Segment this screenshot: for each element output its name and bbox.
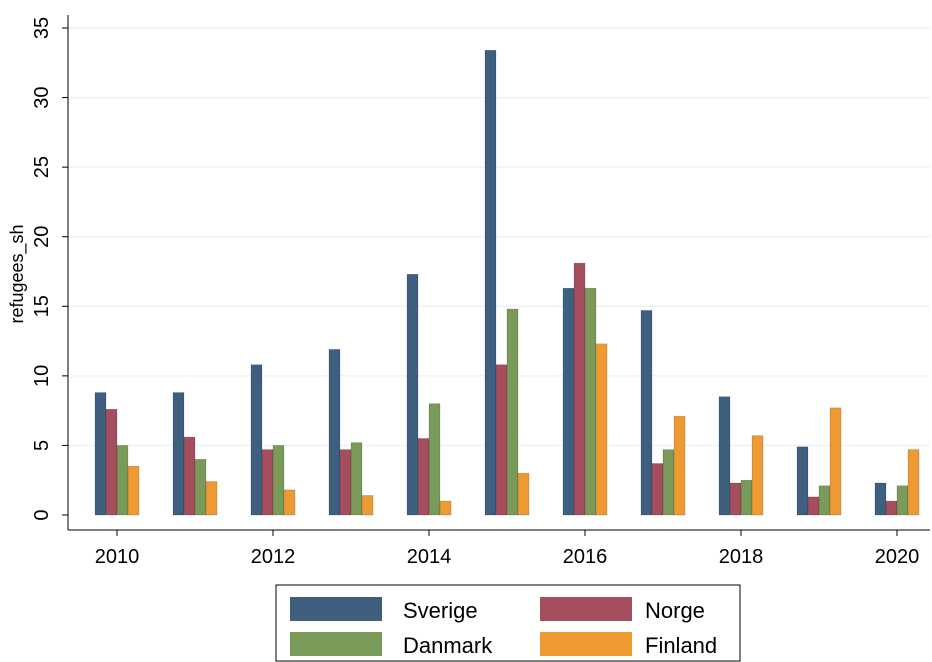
legend-swatch-sverige	[290, 597, 382, 621]
y-tick-label: 15	[31, 295, 53, 317]
bar-norge-2017	[651, 463, 664, 516]
bar-finland-2013	[361, 495, 374, 516]
bar-norge-2019	[807, 496, 820, 516]
bar-finland-2020	[907, 449, 920, 516]
legend-swatch-danmark	[290, 632, 382, 656]
axes	[67, 15, 930, 531]
legend-swatch-norge	[540, 597, 632, 621]
x-tick-label: 2018	[719, 546, 764, 568]
x-ticks: 2010 2012 2014 2016 2018 2020	[95, 530, 920, 568]
y-tick-label: 10	[31, 365, 53, 387]
x-tick-label: 2020	[875, 546, 920, 568]
bar-norge-2014	[417, 438, 430, 516]
legend-label-danmark: Danmark	[403, 633, 493, 658]
bar-sverige-2012	[250, 364, 263, 516]
bar-danmark-2013	[350, 442, 363, 516]
bar-finland-2018	[751, 435, 764, 516]
x-tick-label: 2010	[95, 546, 140, 568]
bar-danmark-2017	[662, 449, 675, 516]
bar-finland-2010	[127, 465, 140, 516]
x-tick-label: 2012	[251, 546, 296, 568]
bar-sverige-2010	[94, 392, 107, 516]
bar-finland-2014	[439, 500, 452, 516]
y-tick-label: 0	[31, 509, 53, 520]
bar-finland-2017	[673, 415, 686, 516]
y-tick-label: 35	[31, 17, 53, 39]
bar-danmark-2015	[506, 308, 519, 516]
bar-finland-2011	[205, 481, 218, 516]
y-tick-label: 20	[31, 226, 53, 248]
bar-finland-2016	[595, 343, 608, 516]
bar-sverige-2019	[796, 446, 809, 516]
bar-sverige-2017	[640, 310, 653, 516]
bar-norge-2012	[261, 449, 274, 516]
bar-norge-2016	[573, 262, 586, 516]
bar-sverige-2016	[562, 287, 575, 516]
bar-danmark-2020	[896, 485, 909, 516]
bar-sverige-2018	[718, 396, 731, 516]
bar-sverige-2013	[328, 349, 341, 516]
bar-finland-2019	[829, 407, 842, 516]
legend-swatch-finland	[540, 632, 632, 656]
bar-finland-2015	[517, 472, 530, 516]
bar-norge-2013	[339, 449, 352, 516]
bar-danmark-2011	[194, 459, 207, 516]
legend-label-sverige: Sverige	[403, 598, 478, 623]
bar-norge-2011	[183, 436, 196, 516]
bar-norge-2010	[105, 408, 118, 516]
bar-danmark-2018	[740, 479, 753, 516]
bar-danmark-2010	[116, 445, 129, 516]
bar-norge-2020	[885, 500, 898, 516]
y-ticks: 0 5 10 15 20 25 30 35	[31, 17, 68, 521]
x-tick-label: 2014	[407, 546, 452, 568]
bar-danmark-2016	[584, 287, 597, 516]
grid-lines	[69, 27, 930, 447]
legend-items: Sverige Norge Danmark Finland	[290, 597, 717, 658]
y-tick-label: 25	[31, 156, 53, 178]
legend-label-norge: Norge	[645, 598, 705, 623]
bar-sverige-2020	[874, 482, 887, 516]
legend-label-finland: Finland	[645, 633, 717, 658]
legend: Sverige Norge Danmark Finland	[275, 584, 741, 662]
bar-finland-2012	[283, 489, 296, 516]
x-tick-label: 2016	[563, 546, 608, 568]
bar-sverige-2014	[406, 273, 419, 516]
y-tick-label: 30	[31, 86, 53, 108]
y-axis-title: refugees_sh	[7, 224, 28, 323]
bar-danmark-2012	[272, 445, 285, 516]
bar-sverige-2011	[172, 392, 185, 516]
bar-norge-2015	[495, 364, 508, 516]
y-tick-label: 5	[31, 440, 53, 451]
bars	[94, 49, 920, 516]
bar-sverige-2015	[484, 49, 497, 516]
bar-norge-2018	[729, 482, 742, 516]
bar-danmark-2014	[428, 403, 441, 516]
bar-danmark-2019	[818, 485, 831, 516]
